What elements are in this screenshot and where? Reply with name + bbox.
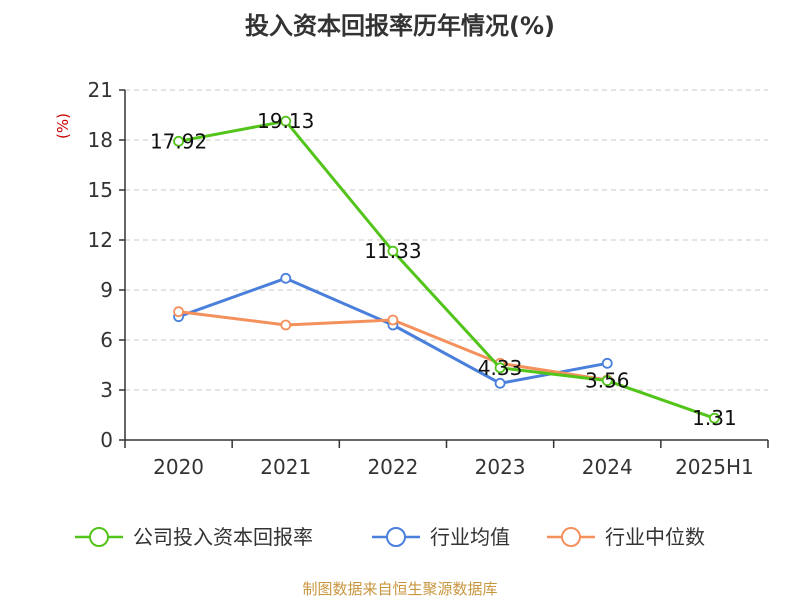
legend-label: 行业均值 <box>430 525 510 549</box>
legend-marker <box>561 527 581 547</box>
data-label: 19.13 <box>257 109 314 133</box>
y-tick-label: 15 <box>88 178 113 202</box>
legend-item-1[interactable]: 行业均值 <box>372 525 510 549</box>
y-axis-unit: (%) <box>54 113 72 139</box>
series-line <box>178 119 715 420</box>
x-tick-label: 2023 <box>475 455 526 479</box>
y-tick-label: 21 <box>88 78 113 102</box>
series-0 <box>173 115 720 424</box>
data-label: 4.33 <box>478 356 523 380</box>
y-tick-label: 9 <box>100 278 113 302</box>
legend-label: 行业中位数 <box>605 525 705 549</box>
x-tick-label: 2020 <box>153 455 204 479</box>
data-point <box>173 135 184 147</box>
series-line <box>178 276 608 385</box>
axis-layer: 0 3 6 9 12 15 18 21 2020 2021 2022 2023 2024 2025H1 <box>88 78 769 479</box>
data-point <box>709 412 720 424</box>
y-tick-label: 3 <box>100 378 113 402</box>
grid-layer <box>125 89 768 391</box>
y-tick-label: 0 <box>100 428 113 452</box>
data-point <box>387 245 399 257</box>
data-point <box>280 272 292 284</box>
legend: 公司投入资本回报率 行业均值 行业中位数 <box>75 525 705 549</box>
y-tick-label: 6 <box>100 328 113 352</box>
data-point <box>494 362 506 374</box>
data-point <box>601 357 613 369</box>
source-note: 制图数据来自恒生聚源数据库 <box>302 580 497 598</box>
legend-item-2[interactable]: 行业中位数 <box>547 525 705 549</box>
y-tick-label: 12 <box>88 228 113 252</box>
data-point <box>280 115 292 127</box>
x-tick-label: 2022 <box>367 455 418 479</box>
data-label: 1.31 <box>692 406 737 430</box>
legend-label: 公司投入资本回报率 <box>133 525 313 549</box>
legend-marker <box>386 527 406 547</box>
x-tick-label: 2025H1 <box>675 455 754 479</box>
series-layer <box>173 115 720 424</box>
legend-item-0[interactable]: 公司投入资本回报率 <box>75 525 313 549</box>
data-label: 11.33 <box>364 239 421 263</box>
y-tick-label: 18 <box>88 128 113 152</box>
data-point <box>387 314 399 326</box>
chart-title: 投入资本回报率历年情况(%) <box>245 12 555 40</box>
data-label: 3.56 <box>585 369 630 393</box>
x-tick-label: 2024 <box>582 455 633 479</box>
data-label-layer: 17.92 19.13 11.33 4.33 3.56 1.31 <box>150 109 737 430</box>
legend-marker <box>89 527 109 547</box>
data-point <box>280 319 292 331</box>
data-point <box>494 377 506 389</box>
data-label: 17.92 <box>150 129 207 153</box>
data-point <box>173 306 184 318</box>
data-point <box>601 375 613 387</box>
x-tick-label: 2021 <box>260 455 311 479</box>
